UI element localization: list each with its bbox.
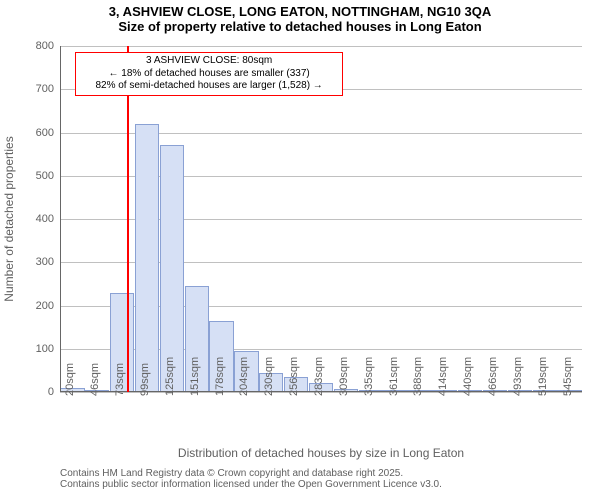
y-axis-line <box>60 46 61 392</box>
y-tick-label: 0 <box>48 386 54 398</box>
plot-region: 010020030040050060070080020sqm46sqm73sqm… <box>60 46 582 392</box>
y-tick-label: 700 <box>36 83 54 95</box>
chart-title-line2: Size of property relative to detached ho… <box>0 19 600 34</box>
chart-titles: 3, ASHVIEW CLOSE, LONG EATON, NOTTINGHAM… <box>0 4 600 34</box>
y-tick-label: 800 <box>36 40 54 52</box>
y-axis-label: Number of detached properties <box>2 136 16 301</box>
histogram-bar <box>160 145 184 392</box>
y-tick-label: 100 <box>36 343 54 355</box>
y-tick-label: 400 <box>36 213 54 225</box>
footer-line: Contains public sector information licen… <box>60 479 442 490</box>
reference-line <box>127 46 129 392</box>
x-axis-label: Distribution of detached houses by size … <box>178 446 464 460</box>
plot-area: 010020030040050060070080020sqm46sqm73sqm… <box>60 46 582 392</box>
gridline <box>60 46 582 47</box>
y-tick-label: 200 <box>36 300 54 312</box>
y-tick-label: 300 <box>36 256 54 268</box>
histogram-bar <box>135 124 159 392</box>
attribution-footer: Contains HM Land Registry data © Crown c… <box>60 468 442 490</box>
annotation-line: ← 18% of detached houses are smaller (33… <box>82 68 336 81</box>
x-axis-line <box>60 391 582 392</box>
y-tick-label: 600 <box>36 127 54 139</box>
annotation-callout: 3 ASHVIEW CLOSE: 80sqm← 18% of detached … <box>75 52 343 96</box>
chart-title-line1: 3, ASHVIEW CLOSE, LONG EATON, NOTTINGHAM… <box>0 4 600 19</box>
annotation-line: 82% of semi-detached houses are larger (… <box>82 80 336 93</box>
annotation-line: 3 ASHVIEW CLOSE: 80sqm <box>82 55 336 68</box>
y-tick-label: 500 <box>36 170 54 182</box>
footer-line: Contains HM Land Registry data © Crown c… <box>60 468 442 479</box>
histogram-chart: 3, ASHVIEW CLOSE, LONG EATON, NOTTINGHAM… <box>0 0 600 500</box>
